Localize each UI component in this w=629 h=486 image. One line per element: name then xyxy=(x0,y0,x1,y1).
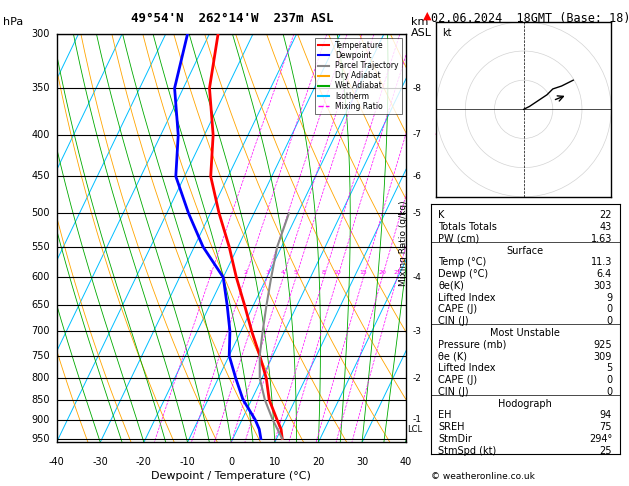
Text: 11.3: 11.3 xyxy=(591,258,612,267)
Text: 0: 0 xyxy=(606,305,612,314)
Text: 20: 20 xyxy=(312,456,325,467)
Text: -30: -30 xyxy=(92,456,108,467)
Text: 3: 3 xyxy=(265,270,269,275)
Text: 43: 43 xyxy=(600,222,612,232)
Text: 15: 15 xyxy=(360,270,367,275)
Text: 02.06.2024  18GMT (Base: 18): 02.06.2024 18GMT (Base: 18) xyxy=(431,12,629,25)
Text: -1: -1 xyxy=(413,415,421,424)
Text: LCL: LCL xyxy=(408,425,423,434)
Text: 2: 2 xyxy=(243,270,247,275)
Text: CAPE (J): CAPE (J) xyxy=(438,305,477,314)
Text: 309: 309 xyxy=(594,351,612,362)
Text: 0: 0 xyxy=(606,375,612,385)
Text: 650: 650 xyxy=(31,300,50,311)
Legend: Temperature, Dewpoint, Parcel Trajectory, Dry Adiabat, Wet Adiabat, Isotherm, Mi: Temperature, Dewpoint, Parcel Trajectory… xyxy=(314,38,402,114)
Text: -2: -2 xyxy=(413,374,421,383)
Text: Surface: Surface xyxy=(506,245,544,256)
Text: Most Unstable: Most Unstable xyxy=(490,328,560,338)
Text: 4: 4 xyxy=(281,270,285,275)
Text: 40: 40 xyxy=(399,456,412,467)
Text: ♥♥: ♥♥ xyxy=(433,395,448,404)
Text: 300: 300 xyxy=(31,29,50,39)
Text: 5: 5 xyxy=(294,270,298,275)
Text: 400: 400 xyxy=(31,130,50,140)
Text: 25: 25 xyxy=(393,270,401,275)
Text: CIN (J): CIN (J) xyxy=(438,387,469,397)
Text: 20: 20 xyxy=(378,270,386,275)
Text: 0: 0 xyxy=(606,316,612,326)
Text: Hodograph: Hodograph xyxy=(498,399,552,409)
Text: ▲: ▲ xyxy=(423,11,431,21)
Text: 450: 450 xyxy=(31,172,50,181)
Text: CIN (J): CIN (J) xyxy=(438,316,469,326)
Text: 10: 10 xyxy=(269,456,281,467)
Text: 0: 0 xyxy=(606,387,612,397)
Text: 6.4: 6.4 xyxy=(597,269,612,279)
Text: SREH: SREH xyxy=(438,422,465,432)
Text: 0: 0 xyxy=(228,456,234,467)
Text: 1.63: 1.63 xyxy=(591,234,612,244)
Text: -10: -10 xyxy=(180,456,196,467)
Text: -5: -5 xyxy=(413,209,421,218)
Text: 5: 5 xyxy=(606,364,612,373)
Text: 10: 10 xyxy=(334,270,342,275)
Text: Lifted Index: Lifted Index xyxy=(438,293,496,303)
Text: kt: kt xyxy=(442,29,452,38)
Text: 94: 94 xyxy=(600,410,612,420)
Text: θe(K): θe(K) xyxy=(438,281,464,291)
Text: 303: 303 xyxy=(594,281,612,291)
Text: 850: 850 xyxy=(31,395,50,404)
Text: 800: 800 xyxy=(31,373,50,383)
Text: Mixing Ratio (g/kg): Mixing Ratio (g/kg) xyxy=(399,200,408,286)
Text: PW (cm): PW (cm) xyxy=(438,234,480,244)
Text: ASL: ASL xyxy=(411,28,431,38)
Text: 1: 1 xyxy=(208,270,212,275)
Text: 900: 900 xyxy=(31,415,50,425)
Text: 9: 9 xyxy=(606,293,612,303)
Text: Dewpoint / Temperature (°C): Dewpoint / Temperature (°C) xyxy=(151,471,311,481)
Text: StmDir: StmDir xyxy=(438,434,472,444)
Text: -4: -4 xyxy=(413,273,421,282)
Text: 350: 350 xyxy=(31,83,50,93)
Text: 550: 550 xyxy=(31,242,50,252)
Text: -8: -8 xyxy=(413,84,421,93)
Text: 75: 75 xyxy=(599,422,612,432)
Text: © weatheronline.co.uk: © weatheronline.co.uk xyxy=(431,472,535,481)
Text: Lifted Index: Lifted Index xyxy=(438,364,496,373)
Text: 25: 25 xyxy=(599,446,612,456)
Text: 8: 8 xyxy=(322,270,326,275)
Text: 22: 22 xyxy=(599,210,612,220)
Text: 950: 950 xyxy=(31,434,50,444)
Text: K: K xyxy=(438,210,445,220)
Text: -6: -6 xyxy=(413,172,421,181)
Text: Totals Totals: Totals Totals xyxy=(438,222,498,232)
Text: 700: 700 xyxy=(31,327,50,336)
Text: -3: -3 xyxy=(413,327,421,336)
Text: 30: 30 xyxy=(356,456,368,467)
Text: Pressure (mb): Pressure (mb) xyxy=(438,340,507,350)
Text: -40: -40 xyxy=(48,456,65,467)
Text: EH: EH xyxy=(438,410,452,420)
Text: 600: 600 xyxy=(31,272,50,282)
Text: hPa: hPa xyxy=(3,17,23,27)
Text: ||||: |||| xyxy=(433,209,445,218)
Text: 500: 500 xyxy=(31,208,50,218)
Text: 294°: 294° xyxy=(589,434,612,444)
Text: CAPE (J): CAPE (J) xyxy=(438,375,477,385)
Text: -20: -20 xyxy=(136,456,152,467)
Text: ♤♤: ♤♤ xyxy=(433,327,448,336)
Text: StmSpd (kt): StmSpd (kt) xyxy=(438,446,497,456)
Text: θe (K): θe (K) xyxy=(438,351,467,362)
Text: 925: 925 xyxy=(593,340,612,350)
Text: 49°54'N  262°14'W  237m ASL: 49°54'N 262°14'W 237m ASL xyxy=(131,12,334,25)
Text: Dewp (°C): Dewp (°C) xyxy=(438,269,489,279)
Text: 750: 750 xyxy=(31,350,50,361)
Text: Temp (°C): Temp (°C) xyxy=(438,258,487,267)
Text: km: km xyxy=(411,17,428,27)
Text: -7: -7 xyxy=(413,130,421,139)
Text: ♦♦: ♦♦ xyxy=(433,130,448,139)
